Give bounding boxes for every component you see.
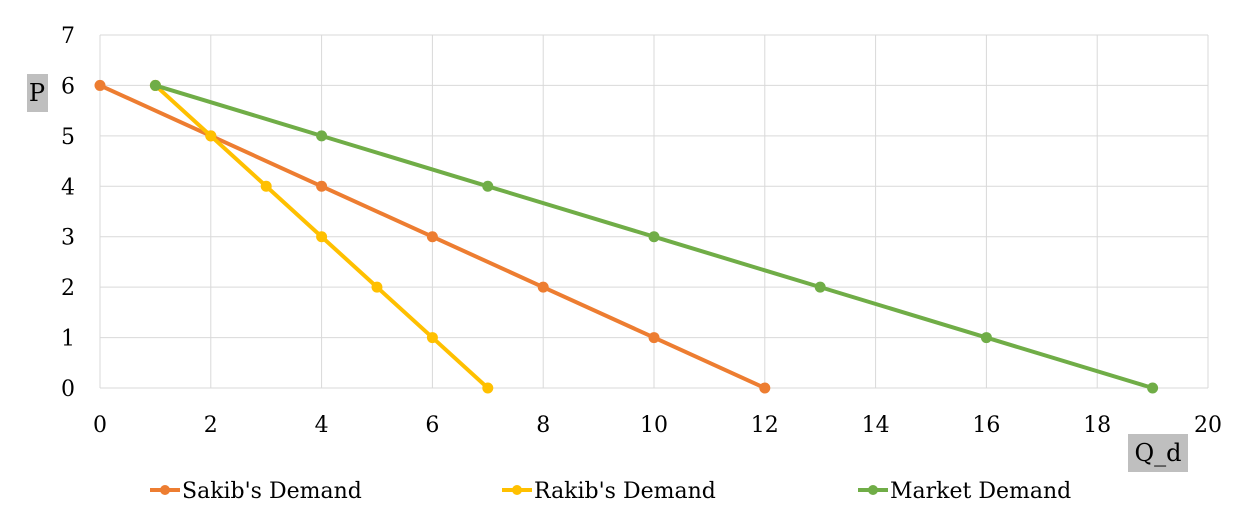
y-tick-label: 6 [61, 74, 75, 99]
y-tick-label: 3 [61, 226, 75, 251]
data-point [648, 231, 660, 243]
data-point [980, 332, 992, 344]
data-point [1147, 382, 1159, 394]
x-tick-label: 4 [315, 413, 329, 438]
data-point [537, 281, 549, 293]
data-point [371, 281, 383, 293]
legend-label: Market Demand [890, 479, 1071, 504]
data-point [426, 332, 438, 344]
y-tick-label: 2 [61, 276, 75, 301]
data-point [482, 180, 494, 192]
y-axis-title: P [27, 74, 48, 112]
series-3 [149, 79, 1159, 394]
x-tick-label: 14 [862, 413, 890, 438]
legend-item: Sakib's Demand [150, 479, 362, 504]
legend-label: Rakib's Demand [534, 479, 716, 504]
legend-swatch-marker [160, 485, 170, 495]
data-point [316, 180, 328, 192]
y-tick-label: 0 [61, 377, 75, 402]
legend-swatch-marker [512, 485, 522, 495]
data-point [149, 79, 161, 91]
x-tick-label: 6 [425, 413, 439, 438]
legend-swatch-marker [868, 485, 878, 495]
series-layer [94, 79, 1159, 394]
y-tick-label: 7 [61, 24, 75, 49]
x-axis-title-text: Q_d [1134, 439, 1181, 467]
data-point [316, 231, 328, 243]
x-tick-label: 12 [751, 413, 779, 438]
legend-item: Rakib's Demand [502, 479, 716, 504]
data-point [94, 79, 106, 91]
legend: Sakib's Demand Rakib's Demand Market Deman… [150, 479, 1071, 504]
x-tick-label: 18 [1083, 413, 1111, 438]
y-tick-label: 5 [61, 125, 75, 150]
legend-item: Market Demand [858, 479, 1071, 504]
data-point [814, 281, 826, 293]
data-point [759, 382, 771, 394]
legend-label: Sakib's Demand [182, 479, 362, 504]
x-tick-label: 16 [972, 413, 1000, 438]
data-point [648, 332, 660, 344]
x-axis-title: Q_d [1128, 434, 1188, 472]
x-tick-label: 8 [536, 413, 550, 438]
x-axis-title-background [1128, 434, 1188, 472]
data-point [316, 130, 328, 142]
data-point [260, 180, 272, 192]
data-point [426, 231, 438, 243]
x-tick-label: 2 [204, 413, 218, 438]
y-axis-title-text: P [29, 79, 45, 107]
x-tick-label: 0 [93, 413, 107, 438]
y-tick-labels: 0 1 2 3 4 5 6 7 [61, 24, 75, 402]
data-point [482, 382, 494, 394]
y-tick-label: 4 [61, 175, 75, 200]
data-point [205, 130, 217, 142]
y-axis-title-background [27, 74, 48, 112]
y-tick-label: 1 [61, 327, 75, 352]
x-tick-label: 10 [640, 413, 668, 438]
x-tick-label: 20 [1194, 413, 1222, 438]
gridlines [99, 34, 1209, 389]
x-tick-labels: 0 2 4 6 8 10 12 14 16 18 20 [93, 413, 1222, 438]
